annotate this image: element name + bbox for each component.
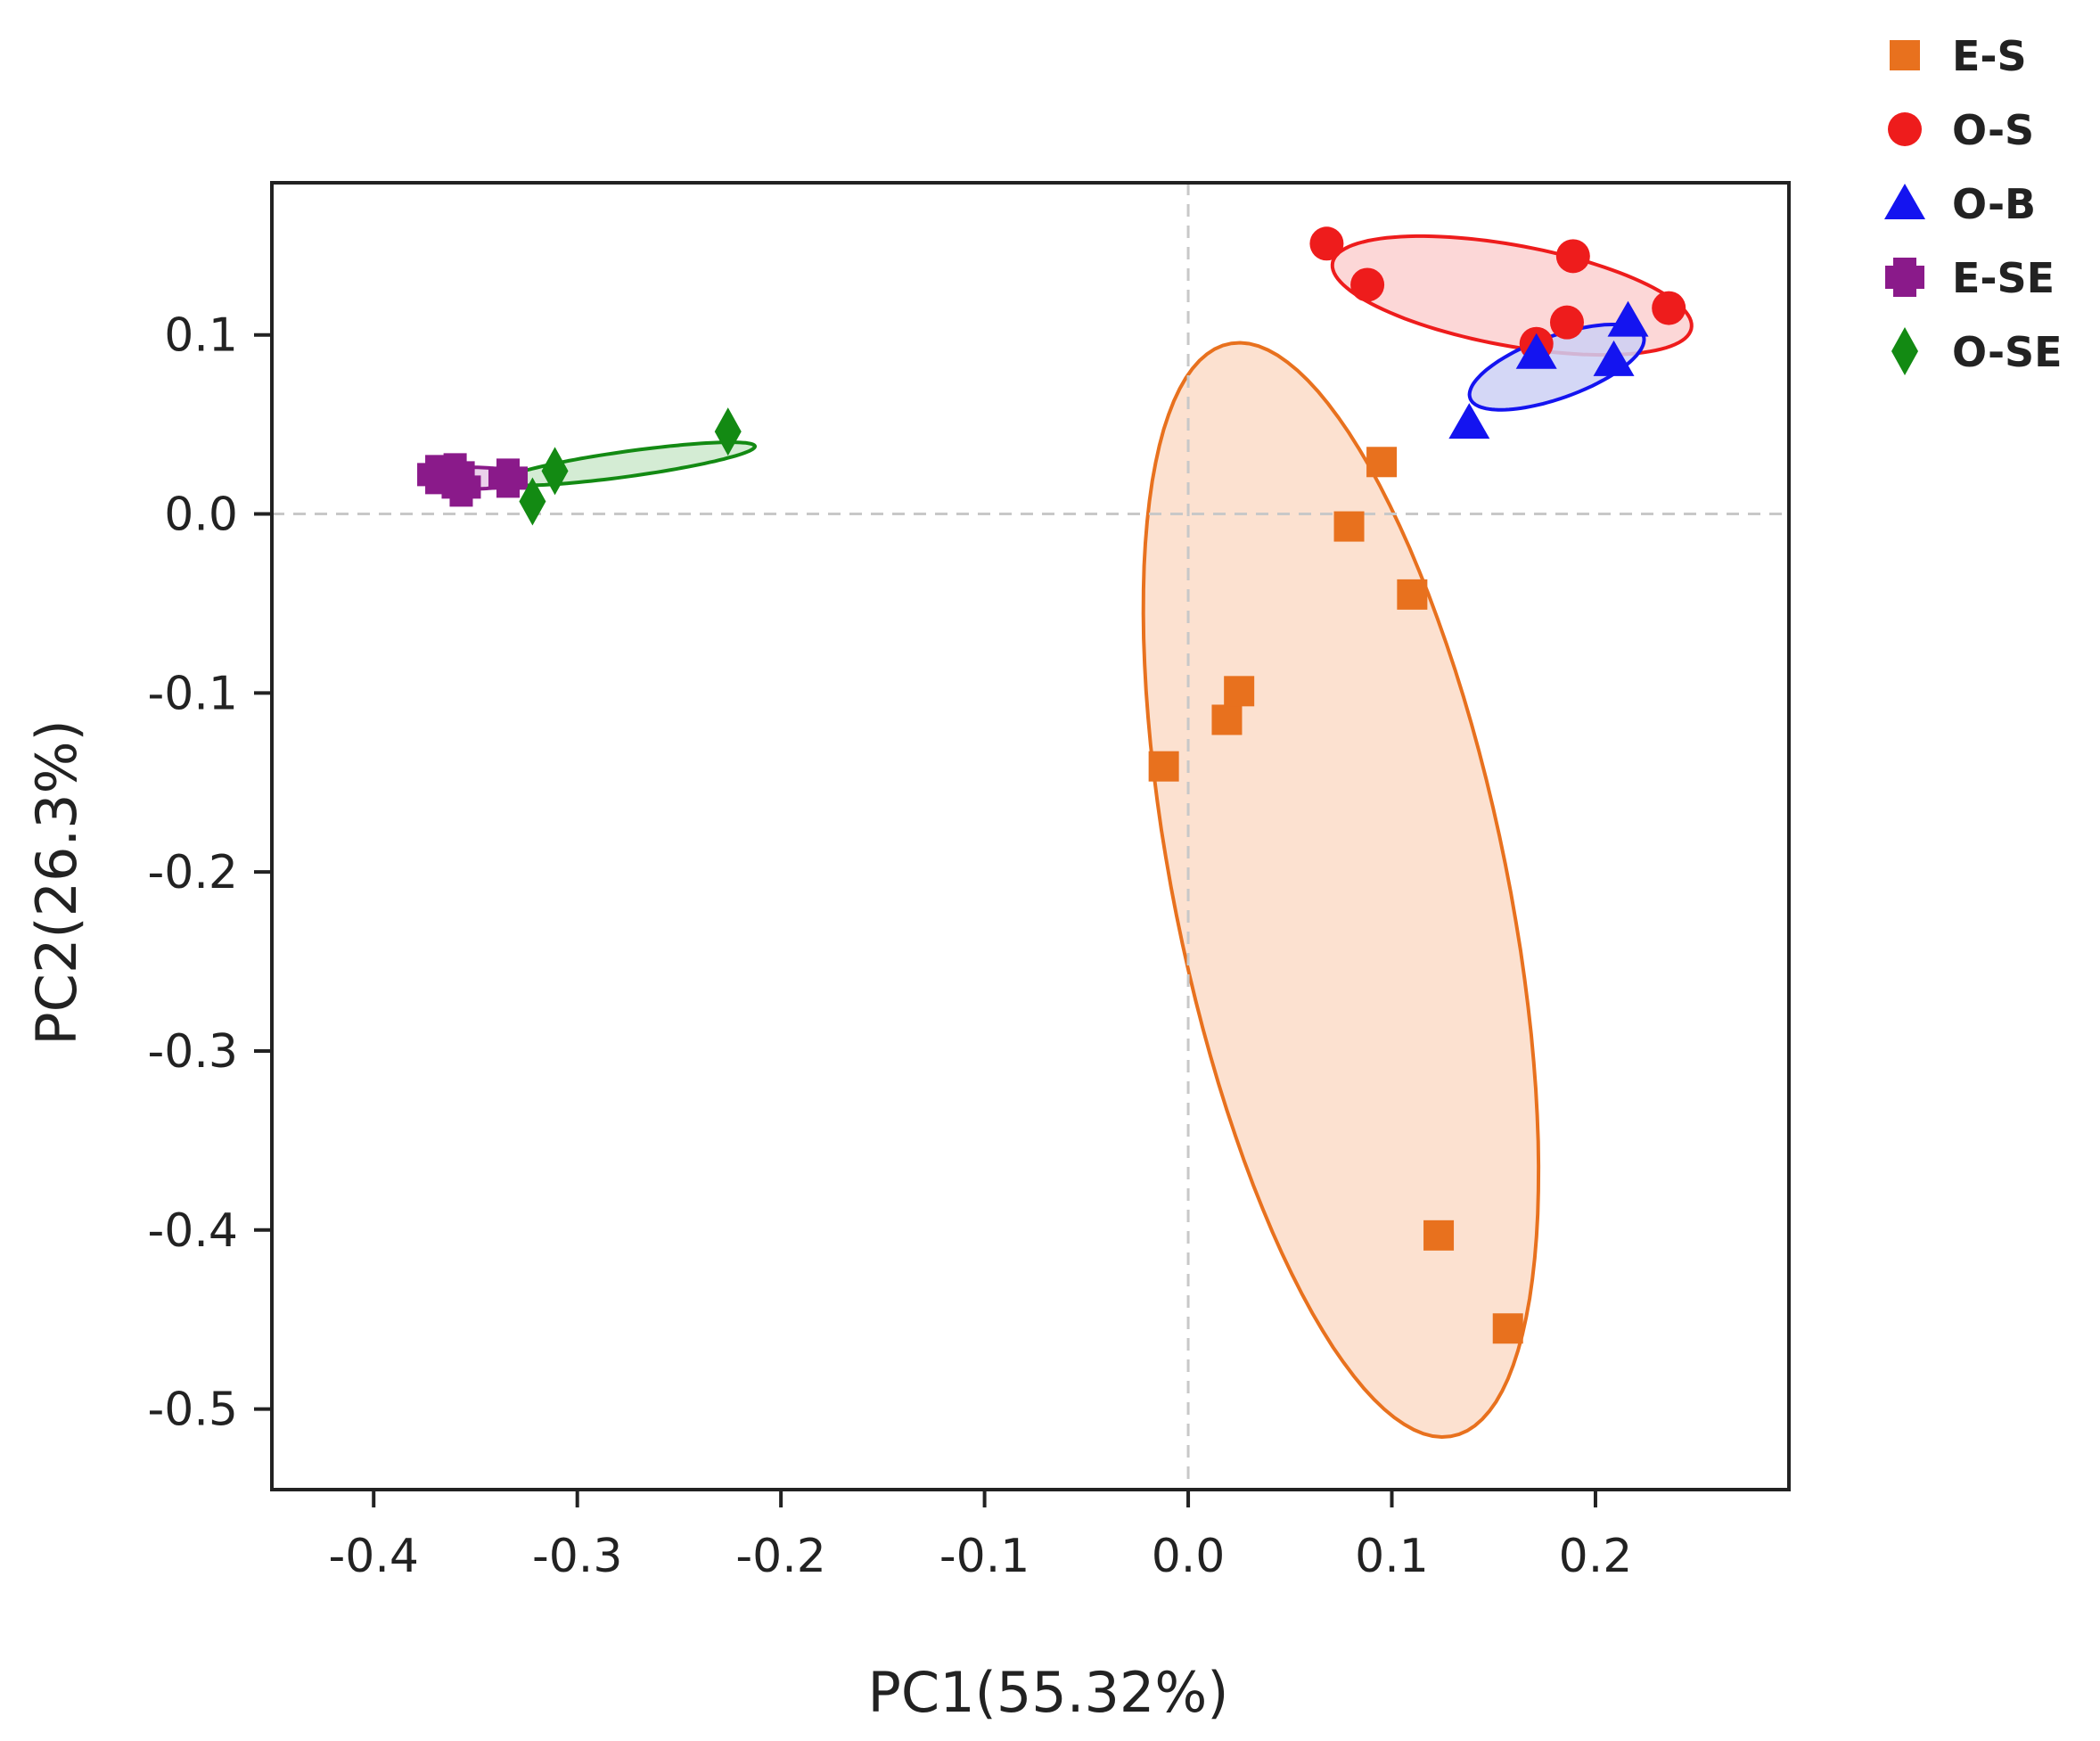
x-tick-label: -0.4 — [328, 1530, 418, 1583]
x-axis-ticks: -0.4 -0.3 -0.2 -0.1 0.0 0.1 0.2 — [328, 1490, 1632, 1583]
x-tick-label: -0.2 — [735, 1530, 825, 1583]
y-tick-label: -0.2 — [148, 846, 238, 899]
legend-label-o-b: O-B — [1952, 180, 2036, 228]
x-tick-label: 0.1 — [1355, 1530, 1429, 1583]
ellipse-e-s — [1141, 341, 1541, 1440]
point-e-s — [1224, 676, 1255, 707]
point-o-se — [714, 407, 742, 456]
legend-label-o-s: O-S — [1952, 106, 2034, 154]
point-o-s — [1309, 226, 1344, 261]
confidence-ellipses — [431, 234, 1694, 1440]
y-tick-label: -0.4 — [148, 1204, 238, 1258]
point-e-se — [488, 458, 529, 498]
point-e-s — [1492, 1313, 1523, 1344]
legend-marker-o-s — [1888, 112, 1922, 146]
legend-marker-o-b — [1884, 184, 1925, 219]
point-o-b — [1515, 333, 1557, 369]
point-e-s — [1148, 751, 1179, 782]
legend: E-S O-S O-B E-SE O-SE — [1884, 32, 2063, 376]
point-o-s — [1350, 267, 1385, 302]
point-o-se — [519, 477, 546, 526]
y-tick-label: 0.1 — [164, 309, 238, 363]
data-points — [417, 226, 1686, 1344]
point-o-b — [1448, 403, 1490, 439]
y-tick-label: -0.3 — [148, 1025, 238, 1079]
legend-label-e-s: E-S — [1952, 32, 2027, 80]
legend-marker-e-se — [1885, 258, 1924, 297]
y-tick-label: 0.0 — [164, 489, 238, 542]
point-o-s — [1555, 239, 1590, 274]
legend-marker-e-s — [1890, 40, 1920, 70]
x-tick-label: -0.3 — [532, 1530, 622, 1583]
plot-frame — [270, 181, 1791, 1491]
legend-label-o-se: O-SE — [1952, 328, 2063, 376]
y-tick-label: -0.5 — [148, 1384, 238, 1437]
point-e-s — [1333, 511, 1365, 542]
point-e-s — [1397, 579, 1428, 610]
x-tick-label: 0.0 — [1152, 1530, 1226, 1583]
point-o-s — [1652, 291, 1686, 325]
point-e-s — [1423, 1220, 1455, 1251]
point-e-se — [441, 467, 481, 507]
point-e-s — [1211, 704, 1243, 735]
point-o-s — [1549, 305, 1584, 340]
y-axis-title: PC2(26.3%) — [24, 719, 89, 1045]
legend-marker-o-se — [1891, 327, 1918, 375]
point-o-b — [1593, 340, 1635, 376]
x-axis-title: PC1(55.32%) — [868, 1660, 1229, 1725]
x-tick-label: 0.2 — [1559, 1530, 1633, 1583]
y-axis-ticks: 0.1 0.0 -0.1 -0.2 -0.3 -0.4 -0.5 — [148, 309, 272, 1437]
ellipse-o-se — [499, 440, 758, 488]
x-tick-label: -0.1 — [939, 1530, 1029, 1583]
reference-lines — [272, 183, 1789, 1490]
point-o-se — [541, 447, 569, 496]
point-e-s — [1366, 447, 1398, 478]
point-o-b — [1607, 300, 1649, 337]
y-tick-label: -0.1 — [148, 667, 238, 720]
legend-label-e-se: E-SE — [1952, 254, 2055, 302]
